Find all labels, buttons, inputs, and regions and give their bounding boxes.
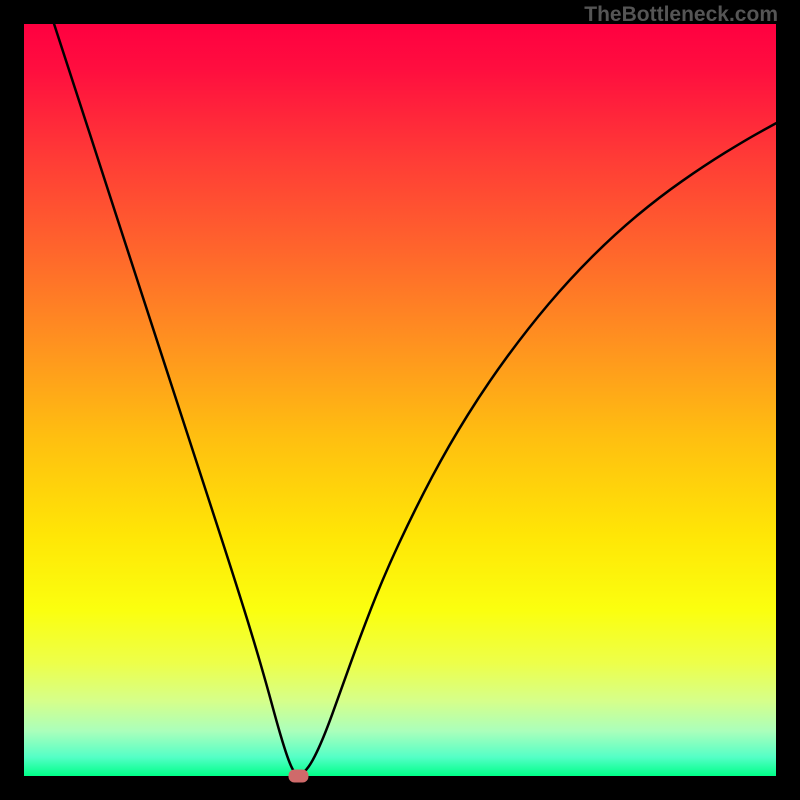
gradient-background	[24, 24, 776, 776]
watermark-text: TheBottleneck.com	[584, 3, 778, 27]
plot-area	[24, 24, 776, 776]
min-marker	[288, 770, 308, 783]
